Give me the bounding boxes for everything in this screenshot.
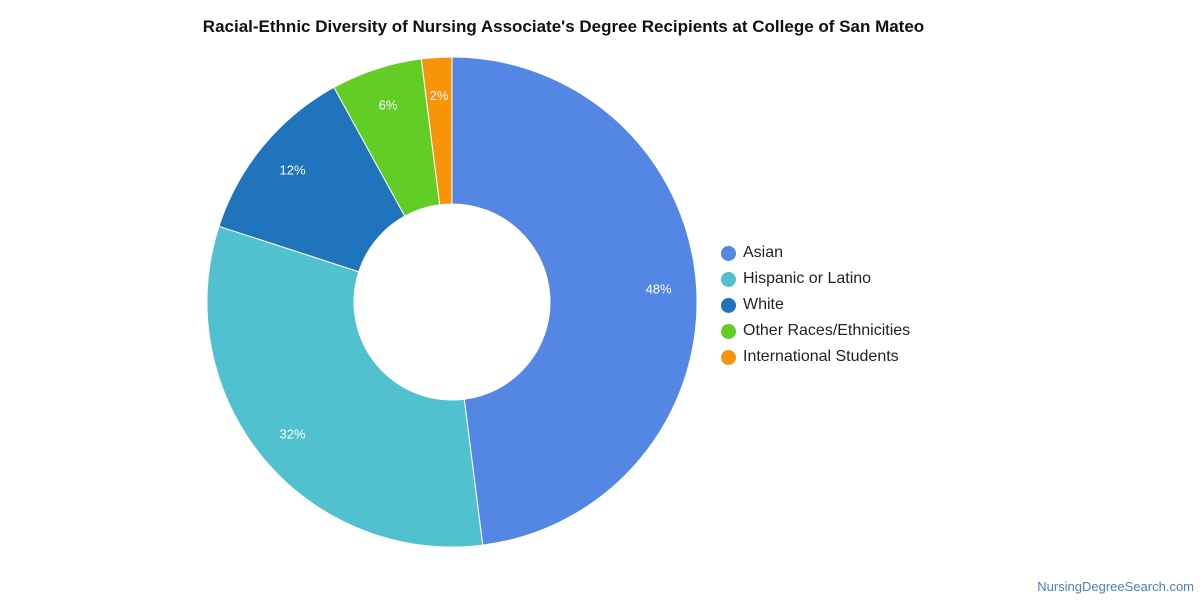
legend-swatch: [721, 323, 736, 339]
legend-swatch: [721, 349, 736, 365]
slice-label-international-students: 2%: [430, 88, 449, 103]
chart-title: Racial-Ethnic Diversity of Nursing Assoc…: [202, 17, 925, 36]
legend-swatch: [721, 245, 736, 261]
legend-swatch: [721, 297, 736, 313]
slice-label-other-races-ethnicities: 6%: [379, 98, 398, 113]
legend-label: Other Races/Ethnicities: [743, 322, 911, 339]
legend-label: Asian: [743, 244, 784, 261]
legend-item-international-students[interactable]: International Students: [721, 344, 910, 370]
legend-item-white[interactable]: White: [721, 292, 910, 318]
slice-white[interactable]: [218, 86, 406, 273]
legend-label: Hispanic or Latino: [743, 270, 872, 287]
legend-label: White: [743, 296, 784, 313]
slice-label-white: 12%: [279, 163, 305, 178]
site-watermark[interactable]: NursingDegreeSearch.com: [1037, 579, 1194, 594]
chart-legend: Asian Hispanic or Latino White Other Races/…: [721, 240, 910, 370]
legend-item-hispanic-or-latino[interactable]: Hispanic or Latino: [721, 266, 910, 292]
slice-label-hispanic-or-latino: 32%: [279, 426, 305, 441]
legend-swatch: [721, 271, 736, 287]
slice-asian[interactable]: [451, 56, 698, 546]
legend-item-other-races-ethnicities[interactable]: Other Races/Ethnicities: [721, 318, 910, 344]
slice-international-students[interactable]: [420, 56, 453, 206]
legend-item-asian[interactable]: Asian: [721, 240, 910, 266]
slice-hispanic-or-latino[interactable]: [206, 225, 484, 548]
legend-label: International Students: [743, 348, 899, 365]
slice-label-asian: 48%: [646, 282, 672, 297]
